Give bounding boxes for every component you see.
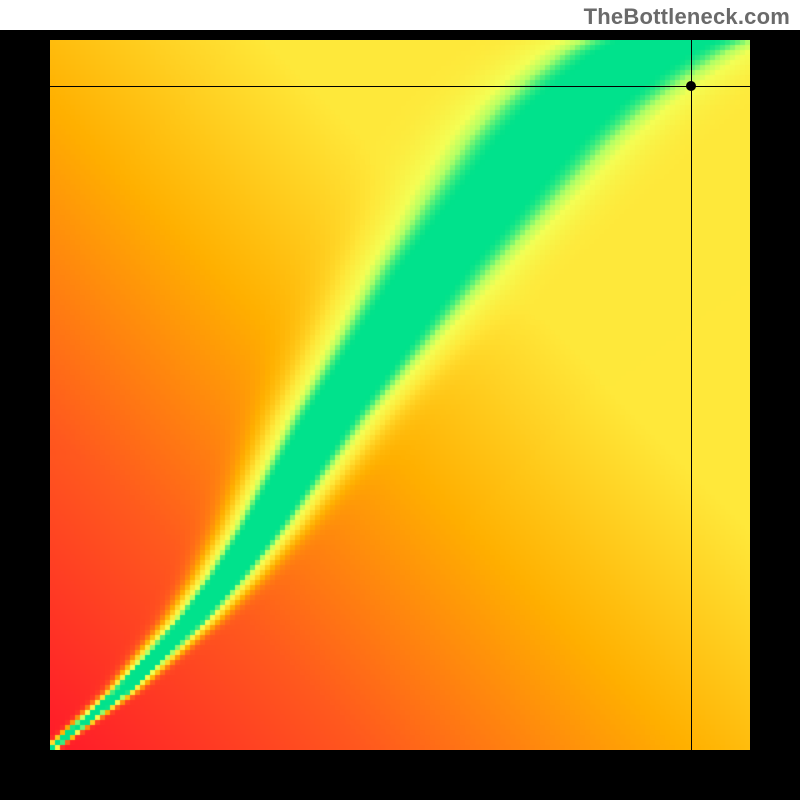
crosshair-marker	[686, 81, 696, 91]
heatmap-canvas	[50, 40, 750, 750]
heatmap-plot-area	[50, 40, 750, 750]
crosshair-vertical-line	[691, 40, 692, 750]
plot-outer-frame	[0, 30, 800, 800]
crosshair-horizontal-line	[50, 86, 750, 87]
watermark-text: TheBottleneck.com	[584, 4, 790, 30]
